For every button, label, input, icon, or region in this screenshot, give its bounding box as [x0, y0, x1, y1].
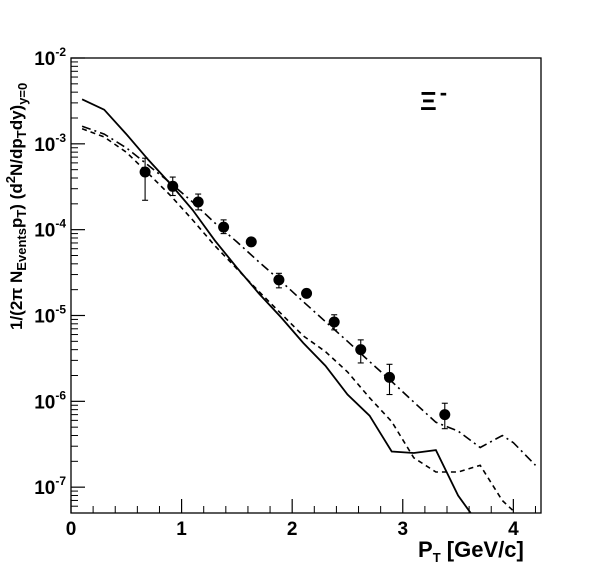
data-point: [383, 371, 395, 383]
data-point: [218, 221, 230, 233]
data-point: [167, 180, 179, 192]
axis-tick-labels: 0 1 2 3 4 10-7 10-6 10-5 10-4 10-3 10-2: [34, 45, 519, 540]
y-tick-label: 10-7: [34, 474, 66, 499]
x-axis-title: PT [GeV/c]: [418, 537, 524, 565]
data-point: [245, 236, 257, 248]
data-point: [355, 344, 367, 356]
x-tick-label: 2: [287, 519, 298, 540]
data-point: [328, 316, 340, 328]
model-curves: [81, 98, 537, 513]
y-tick-label: 10-6: [34, 388, 66, 413]
data-point: [139, 166, 151, 178]
dashdot-curve: [81, 125, 537, 466]
axis-ticks: [70, 57, 536, 514]
x-tick-label: 1: [176, 519, 187, 540]
data-point: [301, 287, 313, 299]
annotation-label: Ξ-: [420, 80, 447, 116]
data-point: [273, 274, 285, 286]
y-axis-title: 1/(2π NEventspT) (d2N/dpTdy)y=0: [3, 83, 30, 330]
plot-frame: [70, 57, 542, 514]
y-tick-label: 10-2: [34, 45, 66, 70]
dashed-curve: [81, 127, 517, 513]
data-point: [439, 409, 451, 421]
data-point: [192, 196, 204, 208]
x-tick-label: 4: [508, 519, 519, 540]
x-tick-label: 0: [66, 519, 77, 540]
x-tick-label: 3: [397, 519, 408, 540]
data-markers: [139, 157, 451, 430]
solid-curve: [81, 98, 472, 513]
y-tick-label: 10-4: [34, 217, 66, 242]
y-tick-label: 10-3: [34, 131, 66, 156]
svg-text:1/(2π NEventspT) (d2N/dpTdy)y=: 1/(2π NEventspT) (d2N/dpTdy)y=0: [3, 83, 30, 330]
y-tick-label: 10-5: [34, 302, 66, 327]
